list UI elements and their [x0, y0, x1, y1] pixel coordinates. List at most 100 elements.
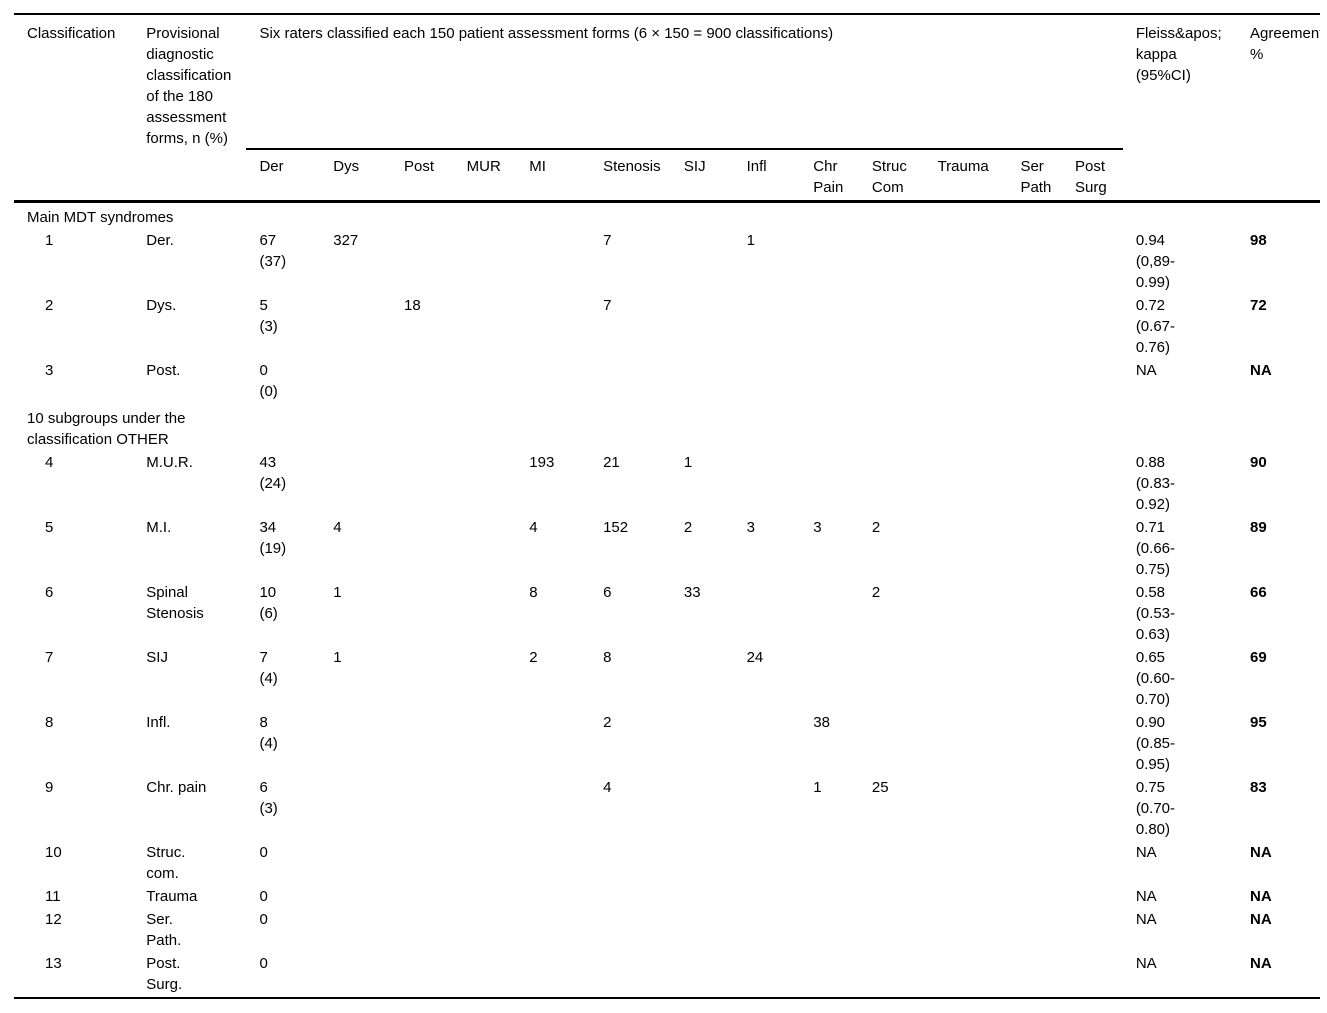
row-number: 11: [45, 888, 61, 905]
count-cell: [734, 886, 801, 909]
count-cell: [925, 360, 1008, 404]
count-cell: [671, 295, 734, 360]
row-number: 13: [45, 955, 62, 972]
count-cell: [925, 230, 1008, 295]
row-number: 6: [45, 584, 54, 601]
count-cell: 38: [813, 714, 830, 731]
count-cell: 5 (3): [259, 297, 278, 335]
count-cell: 24: [746, 649, 764, 666]
col-header-provisional: Provisional diagnostic classification of…: [146, 25, 232, 147]
count-cell: [454, 842, 517, 886]
count-cell: [800, 295, 859, 360]
count-cell: 2: [871, 584, 881, 601]
agreement-cell: NA: [1250, 888, 1272, 905]
count-cell: [671, 909, 734, 953]
agreement-cell: NA: [1250, 911, 1272, 928]
count-cell: [800, 360, 859, 404]
count-cell: [454, 452, 517, 517]
section-row: 10 subgroups under the classification OT…: [14, 404, 1320, 452]
count-cell: [391, 582, 454, 647]
count-cell: [859, 230, 925, 295]
agreement-cell: 83: [1250, 779, 1267, 796]
count-cell: [454, 909, 517, 953]
section-title: 10 subgroups under the classification OT…: [27, 410, 186, 448]
section-row: Main MDT syndromes: [14, 202, 1320, 231]
count-cell: [1062, 909, 1123, 953]
agreement-cell: 89: [1250, 519, 1267, 536]
count-cell: [671, 886, 734, 909]
agreement-cell: NA: [1250, 844, 1272, 861]
count-cell: [516, 295, 590, 360]
count-cell: 7: [603, 297, 612, 314]
count-cell: [454, 517, 517, 582]
count-cell: [516, 842, 590, 886]
count-cell: [516, 909, 590, 953]
count-cell: [859, 360, 925, 404]
row-name: SIJ: [146, 649, 168, 666]
row-number: 2: [45, 297, 54, 314]
count-cell: [925, 452, 1008, 517]
count-cell: [1062, 886, 1123, 909]
col-header-stenosis: Stenosis: [603, 158, 661, 175]
count-cell: [391, 909, 454, 953]
count-cell: 6: [603, 584, 612, 601]
count-cell: [734, 295, 801, 360]
count-cell: [1007, 886, 1062, 909]
table-row: 9 Chr. pain 6 (3) 4 1 25 0.75 (0.70- 0.8…: [14, 777, 1320, 842]
count-cell: 2: [603, 714, 612, 731]
count-cell: [925, 909, 1008, 953]
count-cell: [516, 886, 590, 909]
col-header-dys: Dys: [333, 158, 360, 175]
count-cell: [800, 582, 859, 647]
count-cell: 7 (4): [259, 649, 278, 687]
count-cell: [320, 360, 391, 404]
count-cell: [1007, 230, 1062, 295]
count-cell: [859, 647, 925, 712]
count-cell: [391, 647, 454, 712]
count-cell: 3: [813, 519, 822, 536]
table-row: 4 M.U.R. 43 (24) 193 21 1 0.88 (0.83- 0.…: [14, 452, 1320, 517]
count-cell: [734, 953, 801, 998]
row-number: 8: [45, 714, 54, 731]
table-row: 2 Dys. 5 (3) 18 7 0.72 (0.67- 0.76) 72: [14, 295, 1320, 360]
kappa-cell: NA: [1135, 911, 1157, 928]
col-header-trauma: Trauma: [937, 158, 989, 175]
col-header-agreement: Agreement, %: [1250, 25, 1320, 63]
header-row-top: Classification Provisional diagnostic cl…: [14, 14, 1320, 150]
count-cell: [590, 842, 671, 886]
count-cell: [516, 953, 590, 998]
count-cell: [320, 886, 391, 909]
count-cell: 8: [529, 584, 538, 601]
col-header-mur: MUR: [466, 158, 501, 175]
table-row: 5 M.I. 34 (19) 4 4 152 2 3 3 2 0.71 (0.6…: [14, 517, 1320, 582]
table-row: 3 Post. 0 (0) NA NA: [14, 360, 1320, 404]
count-cell: [454, 712, 517, 777]
row-name: Ser. Path.: [146, 911, 182, 949]
kappa-cell: 0.94 (0,89- 0.99): [1135, 232, 1175, 291]
table-row: 1 Der. 67 (37) 327 7 1 0.94 (0,89- 0.99)…: [14, 230, 1320, 295]
count-cell: [590, 909, 671, 953]
count-cell: 0: [259, 911, 268, 928]
count-cell: [925, 842, 1008, 886]
count-cell: 25: [871, 779, 889, 796]
count-cell: [671, 647, 734, 712]
section-title: Main MDT syndromes: [27, 209, 174, 226]
col-header-ser-path: Ser Path: [1020, 158, 1052, 196]
count-cell: [454, 360, 517, 404]
count-cell: 1: [333, 649, 342, 666]
count-cell: [391, 886, 454, 909]
col-header-post-surg: Post Surg: [1075, 158, 1107, 196]
count-cell: 8: [603, 649, 612, 666]
count-cell: [1007, 712, 1062, 777]
count-cell: 67 (37): [259, 232, 287, 270]
count-cell: [859, 953, 925, 998]
count-cell: 2: [683, 519, 693, 536]
count-cell: [391, 842, 454, 886]
count-cell: [671, 777, 734, 842]
count-cell: [1062, 582, 1123, 647]
count-cell: [734, 360, 801, 404]
count-cell: 34 (19): [259, 519, 287, 557]
count-cell: [516, 230, 590, 295]
count-cell: [391, 360, 454, 404]
count-cell: [734, 842, 801, 886]
